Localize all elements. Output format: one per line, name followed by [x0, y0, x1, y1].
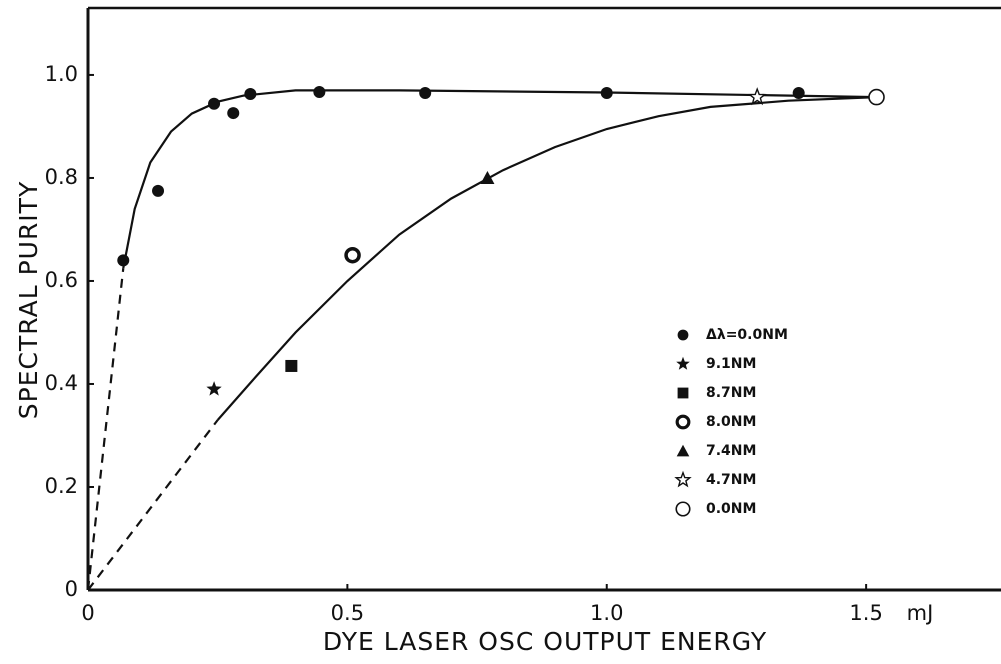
legend-label: Δλ=0.0NM — [706, 327, 788, 343]
point — [747, 87, 767, 106]
fit-curve — [87, 419, 219, 591]
point — [208, 97, 221, 110]
x-unit-label: mJ — [907, 601, 934, 625]
legend-label: 8.0NM — [706, 414, 756, 430]
legend-marker — [674, 470, 692, 488]
legend-marker — [675, 414, 691, 430]
point — [868, 88, 885, 106]
x-tick-label: 1.5 — [849, 601, 882, 625]
x-tick-label: 0 — [81, 601, 94, 625]
point — [792, 86, 805, 99]
y-tick-label: 0.2 — [45, 474, 78, 498]
legend-marker — [677, 387, 689, 399]
legend-label: 9.1NM — [706, 356, 756, 372]
legend-label: 7.4NM — [706, 443, 756, 459]
y-tick-label: 1.0 — [45, 62, 78, 86]
fit-curve — [216, 96, 877, 421]
fit-curve — [86, 267, 125, 591]
legend-marker — [676, 444, 690, 457]
point — [419, 86, 432, 99]
legend-label: 8.7NM — [706, 385, 756, 401]
point — [600, 86, 613, 99]
x-tick-label: 0.5 — [331, 601, 364, 625]
point — [285, 359, 298, 372]
y-axis-title: SPECTRAL PURITY — [14, 181, 43, 419]
legend-marker — [677, 329, 689, 341]
legend-marker — [676, 356, 690, 370]
legend-label: 0.0NM — [706, 501, 756, 517]
point — [227, 107, 240, 120]
legend-label: 4.7NM — [706, 472, 756, 488]
y-tick-label: 0 — [65, 577, 78, 601]
point — [480, 170, 495, 184]
y-tick-label: 0.8 — [45, 165, 78, 189]
legend-marker — [675, 501, 691, 517]
point — [313, 85, 326, 98]
point — [152, 184, 165, 197]
point — [117, 254, 130, 267]
point — [244, 88, 257, 101]
point — [206, 381, 222, 396]
y-tick-label: 0.4 — [45, 371, 78, 395]
point — [344, 246, 361, 264]
x-axis-title: DYE LASER OSC OUTPUT ENERGY — [323, 627, 767, 656]
y-tick-label: 0.6 — [45, 268, 78, 292]
x-tick-label: 1.0 — [590, 601, 623, 625]
